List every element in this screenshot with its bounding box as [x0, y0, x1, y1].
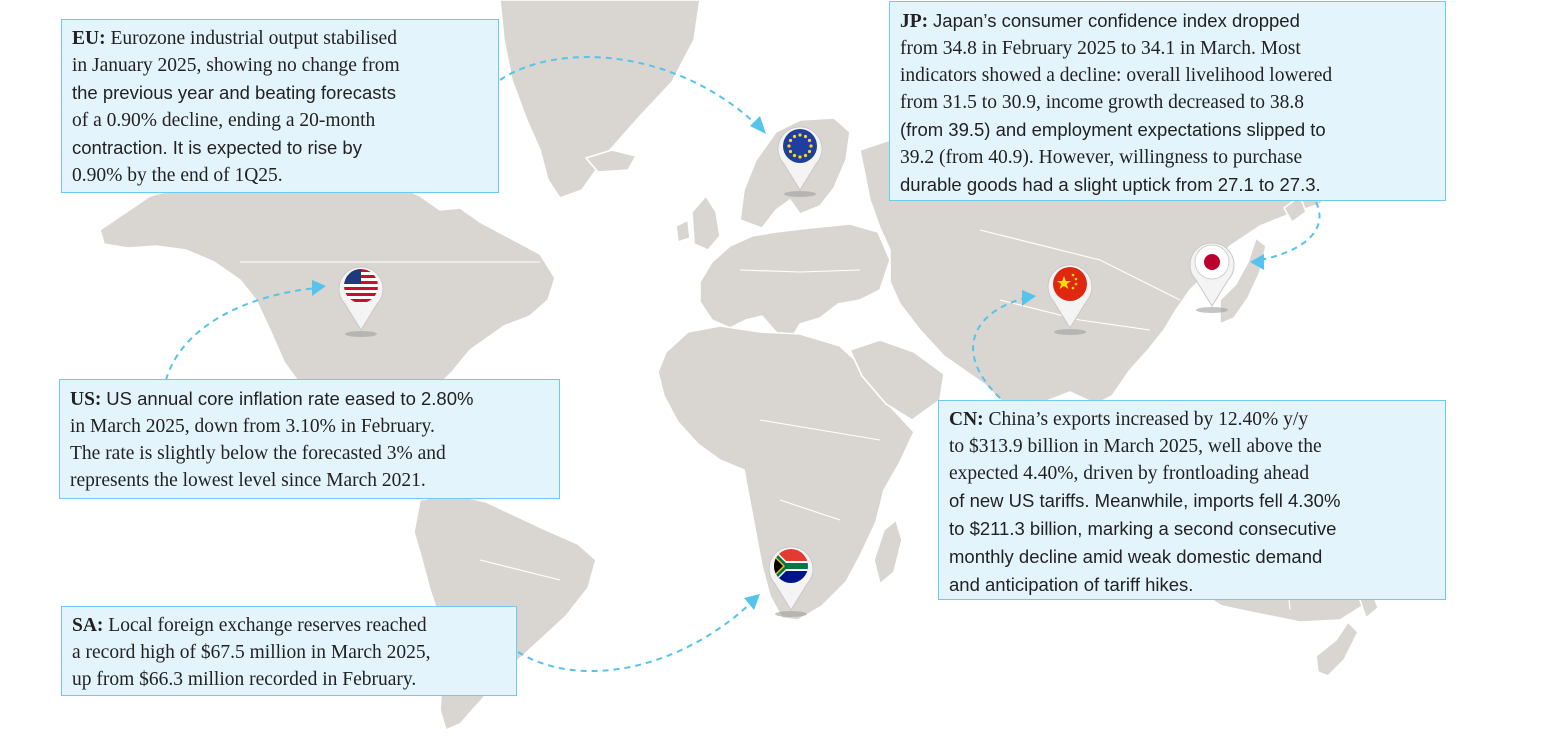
callout-eu-line-6: 0.90% by the end of 1Q25. — [72, 165, 283, 186]
callout-cn-line-6: monthly decline amid weak domestic deman… — [949, 546, 1323, 567]
callout-eu-line-2: in January 2025, showing no change from — [72, 55, 400, 76]
callout-us-line-3: The rate is slightly below the forecaste… — [70, 443, 446, 464]
callout-eu-line-3: the previous year and beating forecasts — [72, 82, 396, 103]
callout-sa-line-3: up from $66.3 million recorded in Februa… — [72, 669, 417, 690]
japan-flag-icon — [1189, 242, 1235, 313]
callout-jp-line-5: (from 39.5) and employment expectations … — [900, 119, 1326, 140]
callout-jp: JP: Japan’s consumer confidence index dr… — [889, 1, 1446, 201]
us-flag-icon — [338, 266, 384, 337]
callout-us-code: US: — [70, 389, 102, 410]
pin-eu[interactable] — [770, 118, 830, 198]
callout-eu-code: EU: — [72, 28, 106, 49]
callout-eu-line-5: contraction. It is expected to rise by — [72, 137, 362, 158]
pin-cn[interactable] — [1040, 256, 1100, 336]
callout-us-line-2: in March 2025, down from 3.10% in Februa… — [70, 416, 435, 437]
callout-sa: SA: Local foreign exchange reserves reac… — [61, 606, 517, 696]
callout-cn-line-2: to $313.9 billion in March 2025, well ab… — [949, 436, 1322, 457]
callout-jp-code: JP: — [900, 11, 929, 32]
arrowhead-eu — [750, 116, 766, 134]
callout-eu-line-1: Eurozone industrial output stabilised — [110, 28, 397, 49]
china-flag-icon — [1047, 264, 1093, 335]
callout-cn-code: CN: — [949, 409, 984, 430]
connector-arrows — [165, 56, 1321, 673]
callout-us-line-1: US annual core inflation rate eased to 2… — [106, 388, 474, 409]
callout-cn-line-5: to $211.3 billion, marking a second cons… — [949, 518, 1337, 539]
arrowhead-sa — [744, 594, 760, 610]
callout-us-line-4: represents the lowest level since March … — [70, 470, 426, 491]
landmass-ireland — [675, 219, 691, 243]
callout-jp-line-2: from 34.8 in February 2025 to 34.1 in Ma… — [900, 38, 1301, 59]
callout-jp-line-3: indicators showed a decline: overall liv… — [900, 65, 1333, 86]
callout-eu: EU: Eurozone industrial output stabilise… — [61, 19, 499, 193]
callout-us: US: US annual core inflation rate eased … — [59, 379, 560, 499]
arrow-jp — [1259, 201, 1321, 261]
arrowhead-us — [312, 280, 326, 296]
callout-cn-line-1: China’s exports increased by 12.40% y/y — [988, 409, 1309, 430]
callout-sa-line-2: a record high of $67.5 million in March … — [72, 642, 431, 663]
arrowhead-jp — [1250, 254, 1264, 270]
landmass-greenland — [499, 0, 701, 199]
pin-us[interactable] — [331, 258, 391, 338]
arrowhead-cn — [1022, 290, 1036, 306]
landmass-iceland — [585, 149, 637, 173]
pin-jp[interactable] — [1182, 234, 1242, 314]
landmass-madagascar — [873, 519, 903, 585]
south-africa-flag-icon — [768, 546, 814, 617]
callout-jp-line-4: from 31.5 to 30.9, income growth decreas… — [900, 92, 1304, 113]
callout-sa-code: SA: — [72, 615, 104, 636]
callout-sa-line-1: Local foreign exchange reserves reached — [108, 615, 427, 636]
landmass-europe — [699, 223, 891, 345]
callout-cn-line-4: of new US tariffs. Meanwhile, imports fe… — [949, 490, 1341, 511]
landmass-uk — [691, 195, 721, 251]
callout-jp-line-1: Japan’s consumer confidence index droppe… — [933, 10, 1300, 31]
pin-sa[interactable] — [761, 538, 821, 618]
callout-eu-line-4: of a 0.90% decline, ending a 20-month — [72, 110, 376, 131]
callout-cn-line-7: and anticipation of tariff hikes. — [949, 574, 1194, 595]
eu-flag-icon — [777, 126, 823, 197]
arrow-us — [165, 287, 317, 381]
arrow-eu — [499, 56, 761, 129]
landmass-africa — [657, 325, 915, 621]
callout-jp-line-6: 39.2 (from 40.9). However, willingness t… — [900, 147, 1303, 168]
callout-jp-line-7: durable goods had a slight uptick from 2… — [900, 174, 1321, 195]
callout-cn: CN: China’s exports increased by 12.40% … — [938, 400, 1446, 600]
callout-cn-line-3: expected 4.40%, driven by frontloading a… — [949, 463, 1310, 484]
landmass-new-zealand — [1315, 621, 1359, 677]
